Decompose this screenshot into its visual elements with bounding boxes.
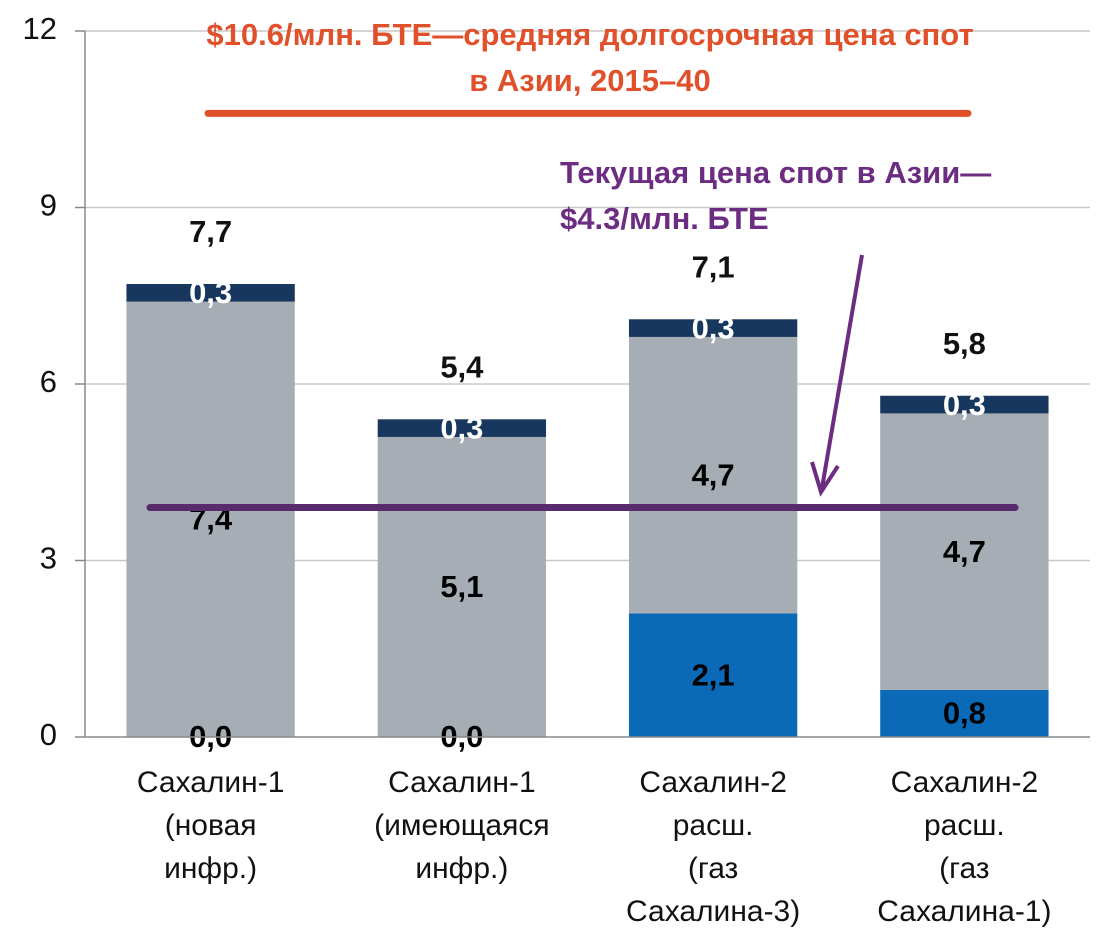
bar-segment <box>880 413 1049 690</box>
y-tick-label: 3 <box>40 541 57 576</box>
x-tick-label: Сахалин-1 (имеющаяся инфр.) <box>374 766 550 885</box>
x-tick-label: Сахалин-1 (новая инфр.) <box>136 766 285 885</box>
y-tick-label: 9 <box>40 188 57 223</box>
x-tick-label: Сахалин-2 расш. (газ Сахалина-1) <box>877 766 1052 928</box>
arrow-shaft <box>820 254 864 489</box>
total-label: 5,4 <box>440 349 484 384</box>
bar-segment <box>628 613 798 737</box>
data-label: 0,3 <box>943 387 986 422</box>
data-label: 0,3 <box>692 310 735 345</box>
bar-segment <box>628 319 798 337</box>
bar-segment <box>126 301 295 737</box>
bar-segment <box>880 395 1049 414</box>
total-label: 5,8 <box>943 326 986 361</box>
y-tick-label: 6 <box>40 364 57 399</box>
annotation: $10.6/млн. БТЕ—средняя долгосрочная цена… <box>206 17 974 98</box>
x-tick-label: Сахалин-2 расш. (газ Сахалина-3) <box>626 766 801 928</box>
total-label: 7,1 <box>692 249 735 284</box>
arrow-head <box>810 461 840 497</box>
data-label: 5,1 <box>440 569 483 604</box>
data-label: 2,1 <box>692 657 735 692</box>
bar-segment <box>880 689 1049 737</box>
data-label: 0,8 <box>943 696 986 731</box>
annotation: Текущая цена спот в Азии— $4.3/млн. БТЕ <box>560 155 992 236</box>
data-label: 4,7 <box>943 534 986 569</box>
data-label: 0,3 <box>440 410 483 445</box>
bar-segment <box>628 336 798 614</box>
data-label: 4,7 <box>692 457 735 492</box>
total-label: 7,7 <box>189 214 232 249</box>
bar-segment <box>377 436 547 737</box>
data-label: 0,3 <box>189 275 232 310</box>
y-tick-label: 0 <box>40 717 57 752</box>
bar-segment <box>377 419 547 437</box>
y-tick-label: 12 <box>23 11 57 46</box>
bar-segment <box>126 283 295 302</box>
